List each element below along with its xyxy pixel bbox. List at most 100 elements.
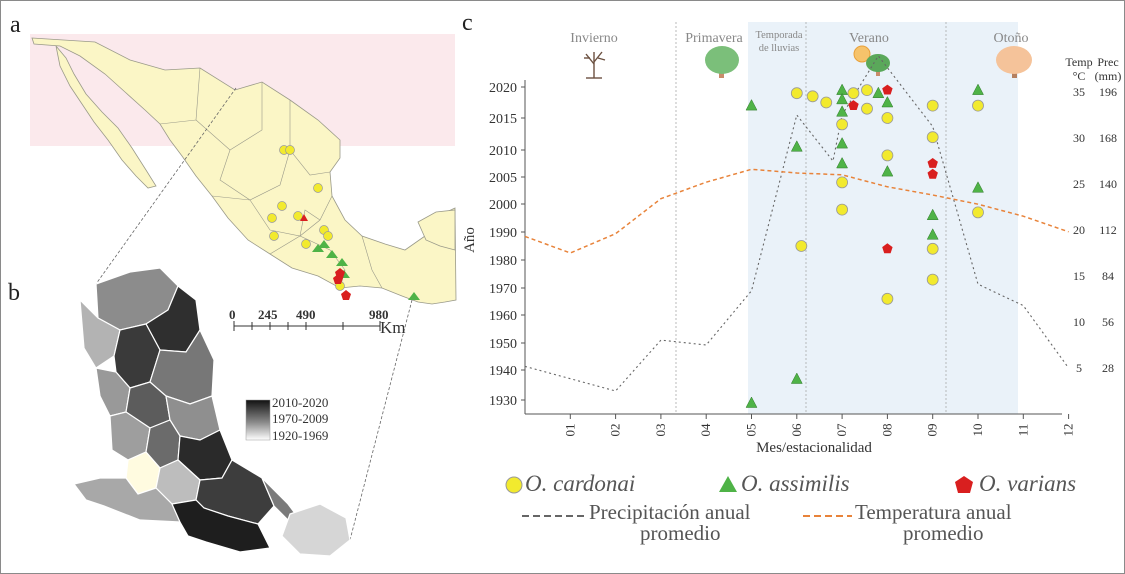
x-tick-label: 09 bbox=[925, 424, 940, 437]
point-cardonai bbox=[926, 273, 939, 286]
point-cardonai bbox=[806, 90, 819, 103]
point-cardonai bbox=[972, 206, 984, 219]
point-assimilis bbox=[972, 83, 984, 95]
prec-tick-label: 140 bbox=[1099, 177, 1117, 191]
point-cardonai bbox=[836, 176, 848, 189]
scale-bar bbox=[233, 321, 381, 331]
point-varians bbox=[882, 84, 893, 95]
panel-label-c: c bbox=[462, 10, 473, 36]
point-assimilis bbox=[790, 372, 803, 384]
point-cardonai bbox=[795, 240, 808, 252]
point-cardonai bbox=[820, 96, 833, 109]
point-assimilis bbox=[872, 86, 885, 98]
legend-cardonai: O. cardonai bbox=[525, 471, 635, 497]
temp-tick-label: 30 bbox=[1073, 131, 1085, 145]
point-cardonai bbox=[926, 242, 939, 255]
season-winter: Invierno bbox=[570, 31, 617, 46]
season-spring: Primavera bbox=[685, 31, 743, 46]
point-assimilis bbox=[926, 208, 939, 220]
prec-header: Prec bbox=[1097, 55, 1118, 69]
temp-unit: °C bbox=[1073, 69, 1086, 83]
legend-varians-label: O. varians bbox=[979, 471, 1077, 496]
rainy-season-shade bbox=[748, 22, 1018, 414]
spring-tree-icon bbox=[705, 46, 739, 78]
y-axis-label: Año bbox=[462, 227, 478, 253]
map-a-points bbox=[267, 145, 420, 300]
y-tick-label: 2000 bbox=[489, 198, 517, 213]
point-assimilis bbox=[972, 181, 984, 193]
legend-assimilis: O. assimilis bbox=[741, 471, 850, 497]
map-b-legend-ramp bbox=[245, 399, 271, 441]
y-tick-label: 1930 bbox=[489, 394, 517, 409]
map-b-legend-mid: 1970-2009 bbox=[272, 411, 328, 426]
sun-icon bbox=[853, 45, 871, 63]
legend-cardonai-marker bbox=[505, 476, 523, 494]
x-tick-label: 03 bbox=[653, 424, 668, 437]
legend-assimilis-marker bbox=[719, 476, 737, 492]
point-varians bbox=[927, 168, 938, 179]
x-tick-label: 10 bbox=[970, 424, 985, 437]
legend-assimilis-label: O. assimilis bbox=[741, 471, 850, 496]
prec-tick-label: 84 bbox=[1102, 269, 1114, 283]
zoom-line-right bbox=[349, 299, 413, 541]
right-ticks: 5 10 15 20 25 30 35 28 56 84 112 140 168 196 bbox=[1073, 85, 1117, 375]
temperature-line bbox=[524, 168, 1069, 254]
point-cardonai bbox=[836, 203, 848, 216]
point-varians bbox=[848, 100, 859, 110]
point-cardonai bbox=[861, 84, 873, 96]
x-tick-label: 11 bbox=[1015, 424, 1030, 437]
temp-tick-label: 5 bbox=[1076, 361, 1082, 375]
y-tick-label: 1980 bbox=[489, 254, 517, 269]
zoom-line-left bbox=[95, 87, 237, 285]
y-tick-label: 2005 bbox=[489, 171, 517, 186]
point-cardonai bbox=[881, 149, 894, 162]
summer-tree-icon bbox=[866, 54, 890, 76]
scale-tick-0: 0 bbox=[229, 307, 236, 322]
y-tick-label: 2020 bbox=[489, 81, 517, 96]
point-cardonai bbox=[836, 118, 848, 131]
x-axis-label: Mes/estacionalidad bbox=[756, 440, 872, 456]
point-cardonai bbox=[972, 99, 984, 112]
x-tick-label: 07 bbox=[834, 423, 849, 437]
legend-temp-line2: promedio bbox=[903, 521, 984, 545]
map-b-regions bbox=[72, 267, 351, 557]
y-tick-label: 1960 bbox=[489, 309, 517, 324]
y-ticks: 1930 1940 1950 1960 1970 1980 1990 2000 2005 2010… bbox=[489, 81, 525, 409]
season-summer: Verano bbox=[849, 31, 889, 46]
scale-tick-490: 490 bbox=[296, 307, 316, 322]
map-b-legend-recent: 2010-2020 bbox=[272, 395, 328, 410]
legend-precip-line2: promedio bbox=[640, 521, 721, 545]
scale-unit: Km bbox=[380, 318, 406, 337]
x-tick-label: 01 bbox=[562, 424, 577, 437]
point-assimilis bbox=[836, 92, 849, 105]
temp-tick-label: 15 bbox=[1073, 269, 1085, 283]
prec-tick-label: 196 bbox=[1099, 85, 1117, 99]
y-tick-label: 1940 bbox=[489, 364, 517, 379]
prec-tick-label: 168 bbox=[1099, 131, 1117, 145]
panel-label-b: b bbox=[8, 280, 20, 306]
x-tick-label: 02 bbox=[608, 424, 623, 437]
x-tick-label: 12 bbox=[1061, 424, 1076, 437]
climate-lines bbox=[524, 54, 1070, 392]
point-cardonai bbox=[881, 112, 894, 124]
temp-header: Temp bbox=[1065, 55, 1092, 69]
point-assimilis bbox=[745, 396, 758, 408]
x-tick-label: 04 bbox=[698, 423, 713, 437]
point-varians bbox=[882, 243, 893, 254]
legend-cardonai-label: O. cardonai bbox=[525, 471, 636, 496]
legend-precip-line1: Precipitación anual bbox=[589, 500, 751, 524]
point-cardonai bbox=[926, 131, 939, 144]
temp-tick-label: 25 bbox=[1073, 177, 1085, 191]
y-tick-label: 1990 bbox=[489, 226, 517, 241]
point-cardonai bbox=[847, 87, 860, 100]
x-tick-label: 08 bbox=[879, 424, 894, 437]
prec-tick-label: 56 bbox=[1102, 315, 1114, 329]
point-cardonai bbox=[881, 292, 894, 305]
point-assimilis bbox=[745, 99, 758, 111]
legend-varians: O. varians bbox=[979, 471, 1076, 497]
state-borders bbox=[159, 67, 383, 289]
bare-tree-icon bbox=[584, 51, 606, 79]
y-tick-label: 1950 bbox=[489, 337, 517, 352]
